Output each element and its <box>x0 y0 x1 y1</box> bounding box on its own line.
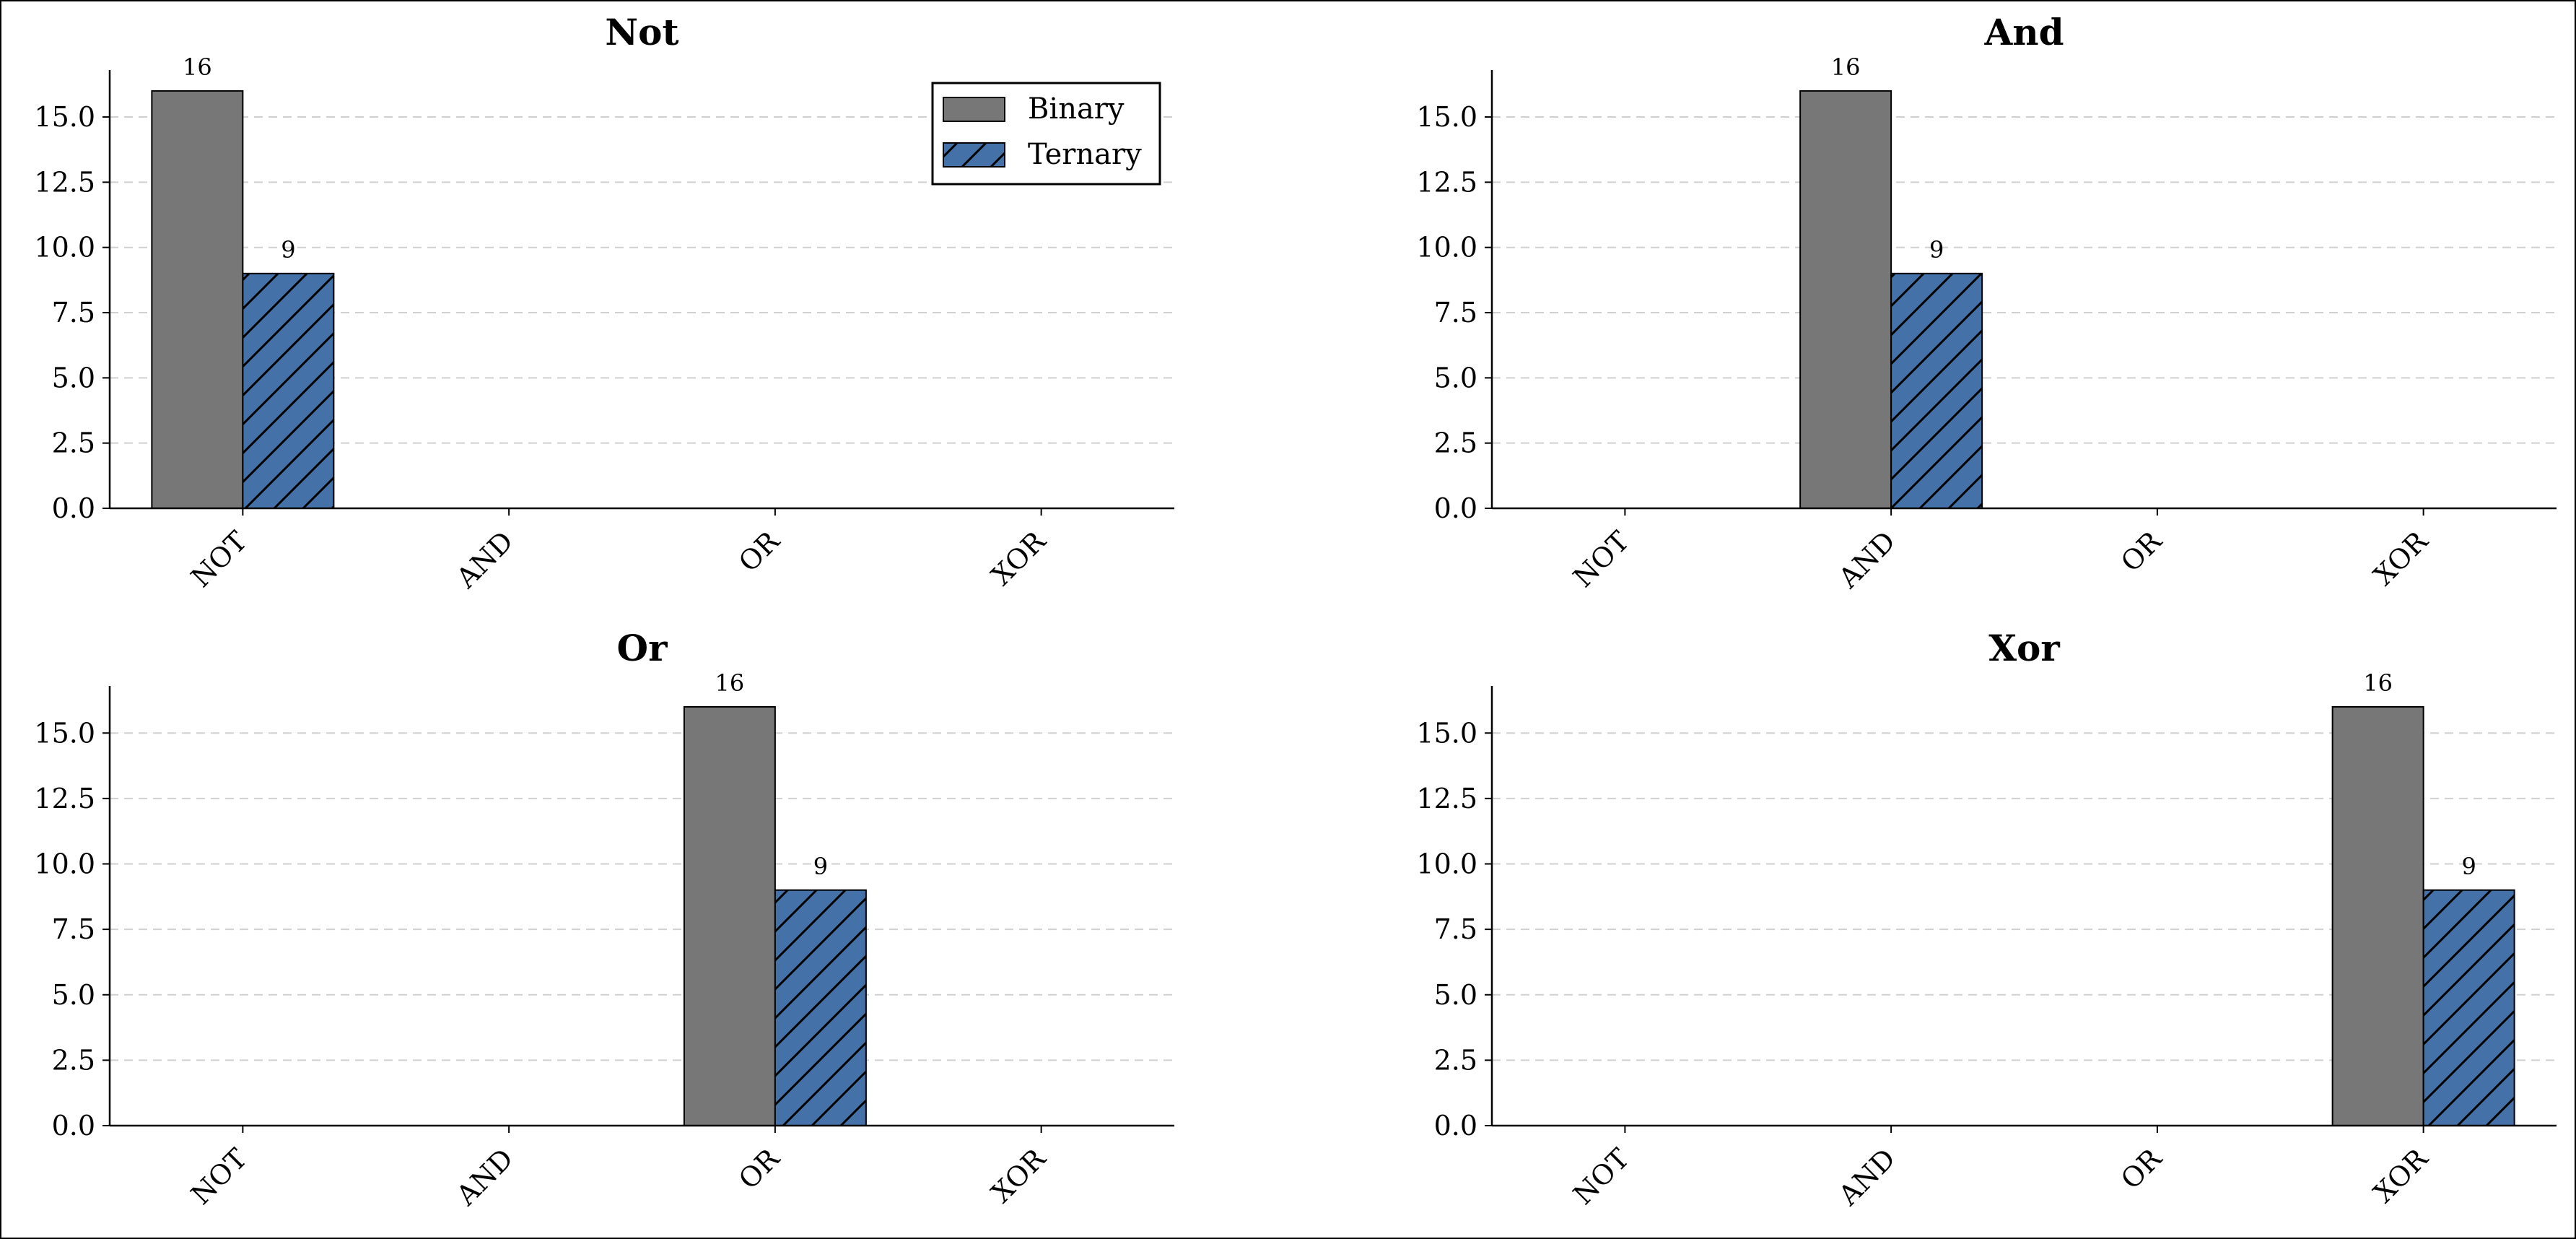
data-label: 9 <box>1929 236 1944 264</box>
x-tick-label: XOR <box>985 1142 1052 1209</box>
legend-label-binary: Binary <box>1028 92 1125 126</box>
x-tick-label: NOT <box>185 1142 253 1211</box>
panel-title: Or <box>617 627 668 669</box>
bar-ternary-and <box>1890 272 1983 509</box>
x-tick-label: XOR <box>2367 1142 2435 1209</box>
panel-or: Or 0.0 2.5 5.0 7.5 10.0 12.5 15.0 16 9 NOT AND OR XOR <box>34 627 1174 1212</box>
y-tick-label: 0.0 <box>52 492 95 524</box>
y-tick-label: 15.0 <box>34 101 95 133</box>
y-tick-label: 12.5 <box>34 166 95 198</box>
data-label: 16 <box>2363 669 2393 697</box>
bar-binary-or <box>683 706 776 1126</box>
y-tick-label: 10.0 <box>34 232 95 264</box>
data-label: 9 <box>281 236 295 264</box>
x-tick-label: NOT <box>185 525 253 594</box>
x-tick-label: OR <box>2115 524 2168 578</box>
y-tick-label: 10.0 <box>1416 232 1477 264</box>
x-tick-label: OR <box>2115 1142 2168 1195</box>
legend: Binary Ternary <box>931 82 1161 186</box>
y-tick-label: 7.5 <box>1434 297 1477 329</box>
y-tick-label: 7.5 <box>52 297 95 329</box>
legend-swatch-ternary <box>943 142 1005 168</box>
data-label: 16 <box>715 669 745 697</box>
panel-title: Not <box>605 11 678 53</box>
data-label: 9 <box>813 853 828 880</box>
y-tick-label: 5.0 <box>1434 979 1477 1011</box>
x-tick-label: AND <box>450 1142 519 1212</box>
y-tick-label: 15.0 <box>1416 717 1477 749</box>
panel-not: Not 0.0 2.5 5.0 7.5 10.0 12.5 15.0 16 9 NOT AND OR XO… <box>34 11 1174 595</box>
x-tick-label: XOR <box>985 524 1052 591</box>
y-tick-label: 2.5 <box>1434 1044 1477 1076</box>
y-tick-label: 12.5 <box>1416 166 1477 198</box>
y-tick-label: 7.5 <box>52 913 95 945</box>
y-tick-label: 12.5 <box>1416 783 1477 814</box>
y-tick-label: 0.0 <box>52 1110 95 1142</box>
panel-title: And <box>1983 11 2064 53</box>
y-tick-label: 0.0 <box>1434 1110 1477 1142</box>
y-tick-label: 10.0 <box>34 848 95 880</box>
y-tick-label: 5.0 <box>1434 362 1477 394</box>
y-tick-label: 2.5 <box>1434 427 1477 459</box>
x-tick-label: NOT <box>1567 525 1636 594</box>
bar-ternary-not <box>242 272 335 509</box>
y-tick-label: 0.0 <box>1434 492 1477 524</box>
x-tick-label: XOR <box>2367 524 2435 591</box>
legend-swatch-binary <box>943 97 1005 122</box>
y-tick-label: 5.0 <box>52 362 95 394</box>
x-tick-label: OR <box>733 524 786 578</box>
y-tick-label: 5.0 <box>52 979 95 1011</box>
x-tick-label: OR <box>733 1142 786 1195</box>
x-tick-label: NOT <box>1567 1142 1636 1211</box>
bar-binary-and <box>1799 90 1892 509</box>
y-tick-label: 15.0 <box>1416 101 1477 133</box>
y-tick-label: 7.5 <box>1434 913 1477 945</box>
legend-label-ternary: Ternary <box>1028 138 1142 171</box>
data-label: 16 <box>183 53 212 81</box>
y-tick-label: 10.0 <box>1416 848 1477 880</box>
bar-ternary-or <box>774 889 867 1126</box>
y-tick-label: 2.5 <box>52 1044 95 1076</box>
panel-title: Xor <box>1988 627 2060 669</box>
y-tick-label: 15.0 <box>34 717 95 749</box>
panel-and: And 0.0 2.5 5.0 7.5 10.0 12.5 15.0 16 9 NOT AND OR XO… <box>1416 11 2557 595</box>
data-label: 9 <box>2461 853 2476 880</box>
x-tick-label: AND <box>450 525 519 594</box>
bar-binary-xor <box>2331 706 2424 1126</box>
y-tick-label: 2.5 <box>52 427 95 459</box>
bar-ternary-xor <box>2422 889 2515 1126</box>
bar-binary-not <box>151 90 244 509</box>
panel-xor: Xor 0.0 2.5 5.0 7.5 10.0 12.5 15.0 16 9 NOT AND OR XO… <box>1416 627 2557 1212</box>
y-tick-label: 12.5 <box>34 783 95 814</box>
data-label: 16 <box>1831 53 1861 81</box>
x-tick-label: AND <box>1832 525 1901 594</box>
x-tick-label: AND <box>1832 1142 1901 1212</box>
